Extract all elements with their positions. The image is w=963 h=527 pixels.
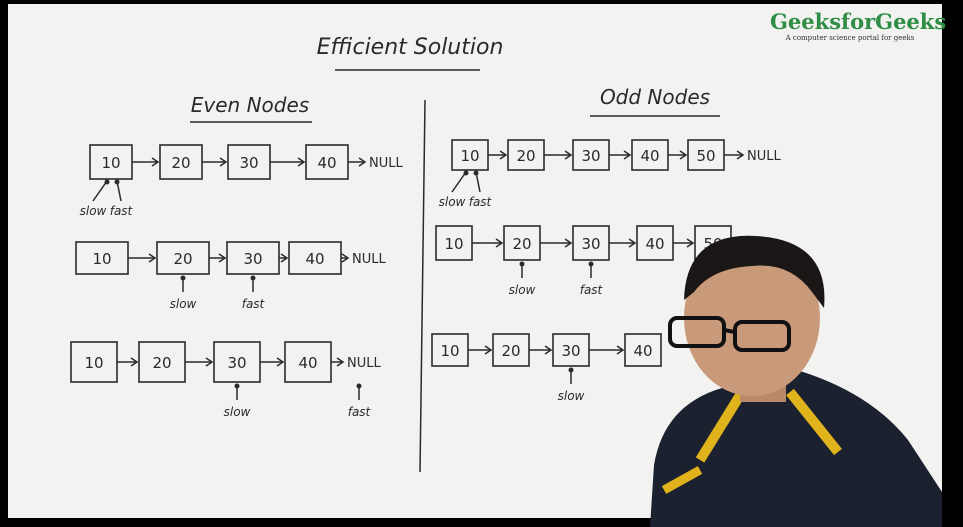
arrow-head	[297, 157, 306, 167]
arrow-head	[679, 150, 688, 160]
logo-name: GeeksforGeeks	[770, 9, 947, 34]
node-value: 20	[171, 154, 190, 172]
pointer-dot	[568, 367, 574, 373]
pointer-label-slow: slow	[558, 389, 585, 403]
page-title: Efficient Solution	[317, 35, 504, 60]
arrow-head	[218, 253, 227, 263]
arrow-head	[628, 238, 637, 248]
pointer-dot	[519, 261, 525, 267]
node-value: 40	[317, 154, 336, 172]
node-value: 40	[298, 354, 317, 372]
node-value: 20	[512, 235, 531, 253]
node-value: 10	[440, 342, 459, 360]
logo-tagline: A computer science portal for geeks	[785, 34, 915, 42]
node-value: 20	[173, 250, 192, 268]
pointer-line	[451, 171, 467, 193]
node-value: 30	[243, 250, 262, 268]
arrow-head	[280, 253, 289, 263]
arrow-head	[616, 345, 625, 355]
arrow-head	[736, 150, 745, 160]
odd-list-row: 10 20 30 40 slow	[431, 333, 662, 403]
pointer-label-fast: fast	[348, 405, 372, 419]
pointer-dot	[473, 170, 479, 176]
node-value: 40	[633, 342, 652, 360]
pointer-dot	[180, 275, 186, 281]
node-value: 10	[92, 250, 111, 268]
arrow-head	[564, 238, 573, 248]
arrow-head	[484, 345, 493, 355]
node-value: 40	[645, 235, 664, 253]
node-value: 20	[501, 342, 520, 360]
pointer-label-fast: fast	[469, 195, 493, 209]
node-value: 30	[581, 147, 600, 165]
arrow-head	[358, 157, 367, 167]
odd-list-row: 1020304050slowfast	[435, 225, 732, 297]
pointer-dot	[588, 261, 594, 267]
node-value: 20	[152, 354, 171, 372]
node-value: 10	[460, 147, 479, 165]
pointer-label-slow: slow	[509, 283, 536, 297]
node-value: 10	[101, 154, 120, 172]
pointer-dot	[463, 170, 469, 176]
null-label: NULL	[747, 149, 781, 164]
node-value: 40	[305, 250, 324, 268]
node-value: 10	[444, 235, 463, 253]
arrow-head	[130, 357, 139, 367]
arrow-head	[219, 157, 228, 167]
pointer-dot	[114, 179, 120, 185]
arrow-head	[495, 238, 504, 248]
arrow-head	[544, 345, 553, 355]
null-label: NULL	[347, 356, 381, 371]
arrow-head	[148, 253, 157, 263]
pointer-line	[92, 180, 108, 202]
arrow-head	[341, 253, 350, 263]
odd-nodes-heading: Odd Nodes	[600, 85, 710, 109]
arrow-head	[276, 357, 285, 367]
pointer-label-slow: slow	[80, 204, 107, 218]
pointer-label-fast: fast	[580, 283, 604, 297]
even-list-row: 10 20 30 40 NULL slow fast	[70, 341, 381, 419]
arrow-head	[686, 238, 695, 248]
even-list-row: 10 20 30 40 NULL slow fast	[75, 241, 386, 311]
pointer-dot	[234, 383, 240, 389]
arrow-head	[205, 357, 214, 367]
arrow-head	[564, 150, 573, 160]
pointer-label-slow: slow	[170, 297, 197, 311]
pointer-dot	[104, 179, 110, 185]
node-value: 30	[239, 154, 258, 172]
pointer-dot	[356, 383, 362, 389]
null-label: NULL	[352, 252, 386, 267]
node-value: 50	[696, 147, 715, 165]
pointer-label-slow: slow	[224, 405, 251, 419]
odd-list-row: 10 20 30 40 50 NULL slow fast	[439, 139, 781, 209]
node-value: 10	[84, 354, 103, 372]
pointer-label-slow: slow	[439, 195, 466, 209]
section-divider	[419, 99, 426, 473]
even-list-row: 10 20 30 40 NULL slow fast	[80, 144, 403, 218]
pointer-label-fast: fast	[242, 297, 266, 311]
pointer-label-fast: fast	[110, 204, 134, 218]
node-value: 30	[581, 235, 600, 253]
arrow-head	[623, 150, 632, 160]
arrow-head	[336, 357, 345, 367]
node-value: 30	[561, 342, 580, 360]
list-node	[624, 333, 662, 367]
node-value: 40	[640, 147, 659, 165]
node-value: 30	[227, 354, 246, 372]
arrow-head	[151, 157, 160, 167]
pointer-dot	[250, 275, 256, 281]
presenter	[650, 235, 942, 527]
geeksforgeeks-logo: GeeksforGeeks A computer science portal …	[770, 9, 947, 43]
arrow-head	[499, 150, 508, 160]
even-nodes-heading: Even Nodes	[191, 93, 309, 117]
node-value: 20	[516, 147, 535, 165]
null-label: NULL	[369, 156, 403, 171]
